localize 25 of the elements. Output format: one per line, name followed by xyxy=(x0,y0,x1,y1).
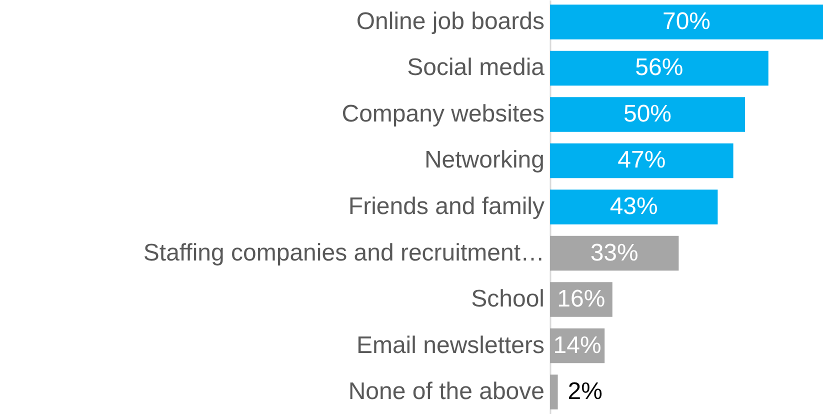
data-label: 16% xyxy=(557,286,606,313)
bar xyxy=(550,374,558,410)
y-tick-label: Company websites xyxy=(342,100,544,128)
data-label: 70% xyxy=(662,8,711,35)
y-tick-label: Online job boards xyxy=(356,8,544,35)
data-label: 50% xyxy=(623,100,672,128)
y-tick-label: Networking xyxy=(424,146,544,174)
y-tick-label: Social media xyxy=(407,54,546,82)
data-label: 14% xyxy=(553,332,602,359)
data-label: 2% xyxy=(568,378,602,406)
bar xyxy=(550,97,745,132)
bar xyxy=(550,4,823,40)
y-tick-label: Friends and family xyxy=(348,193,544,220)
bar xyxy=(550,143,734,178)
data-label: 33% xyxy=(590,239,638,266)
data-label: 56% xyxy=(635,54,684,82)
bar xyxy=(550,236,679,271)
y-tick-label: School xyxy=(471,286,544,313)
y-tick-label: Staffing companies and recruitment… xyxy=(143,239,544,266)
y-tick-label: Email newsletters xyxy=(356,332,544,359)
bar xyxy=(550,190,718,224)
y-tick-label: None of the above xyxy=(348,378,544,406)
data-label: 47% xyxy=(618,146,666,174)
bar xyxy=(550,50,768,86)
data-label: 43% xyxy=(610,193,658,220)
